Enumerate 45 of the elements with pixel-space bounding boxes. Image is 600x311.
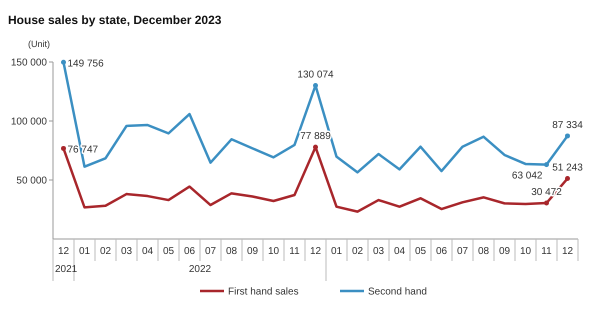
- x-tick-label: 04: [394, 246, 406, 257]
- x-tick-label: 11: [541, 246, 552, 257]
- x-tick-label: 06: [184, 246, 196, 257]
- data-label: 63 042: [512, 170, 543, 182]
- x-tick-label: 08: [478, 246, 490, 257]
- x-tick-label: 08: [226, 246, 238, 257]
- x-tick-label: 11: [289, 246, 300, 257]
- x-tick-label: 01: [330, 246, 342, 257]
- data-label: 87 334: [552, 120, 584, 131]
- x-tick-label: 07: [204, 246, 216, 257]
- point: [565, 133, 570, 138]
- y-tick-label: 150 000: [10, 58, 48, 68]
- point: [565, 176, 570, 182]
- point: [61, 146, 66, 151]
- x-tick-label: 03: [372, 246, 384, 257]
- x-tick-label: 03: [120, 246, 132, 257]
- legend-label: Second hand: [368, 286, 427, 298]
- data-label: 51 243: [552, 162, 584, 174]
- x-tick-label: 12: [562, 246, 574, 257]
- y-tick-label: 100 000: [10, 116, 48, 128]
- x-tick-label: 01: [78, 246, 90, 257]
- x-tick-label: 09: [498, 246, 510, 257]
- x-tick-label: 10: [268, 246, 280, 257]
- text: 2022: [188, 264, 212, 275]
- x-tick-label: 10: [520, 246, 532, 257]
- point: [544, 162, 549, 168]
- data-label: 149 756: [68, 58, 104, 70]
- x-tick-label: 09: [246, 246, 258, 257]
- x-tick-label: 05: [162, 246, 174, 257]
- x-tick-label: 02: [352, 246, 364, 257]
- legend-label: First hand sales: [228, 286, 299, 298]
- text: 2021: [55, 264, 78, 275]
- chart-title: House sales by state, December 2023: [8, 13, 222, 27]
- data-label: 130 074: [297, 70, 334, 81]
- x-tick-label: 12: [58, 246, 70, 257]
- x-tick-label: 12: [310, 246, 322, 257]
- point: [544, 200, 549, 206]
- x-tick-label: 04: [142, 246, 154, 257]
- y-tick-label: 50 000: [16, 176, 48, 186]
- point: [61, 60, 66, 65]
- x-tick-label: 06: [436, 246, 448, 257]
- x-tick-label: 02: [100, 246, 112, 257]
- x-tick-label: 07: [456, 246, 468, 257]
- y-axis-title: (Unit): [28, 39, 50, 49]
- x-tick-label: 05: [414, 246, 426, 257]
